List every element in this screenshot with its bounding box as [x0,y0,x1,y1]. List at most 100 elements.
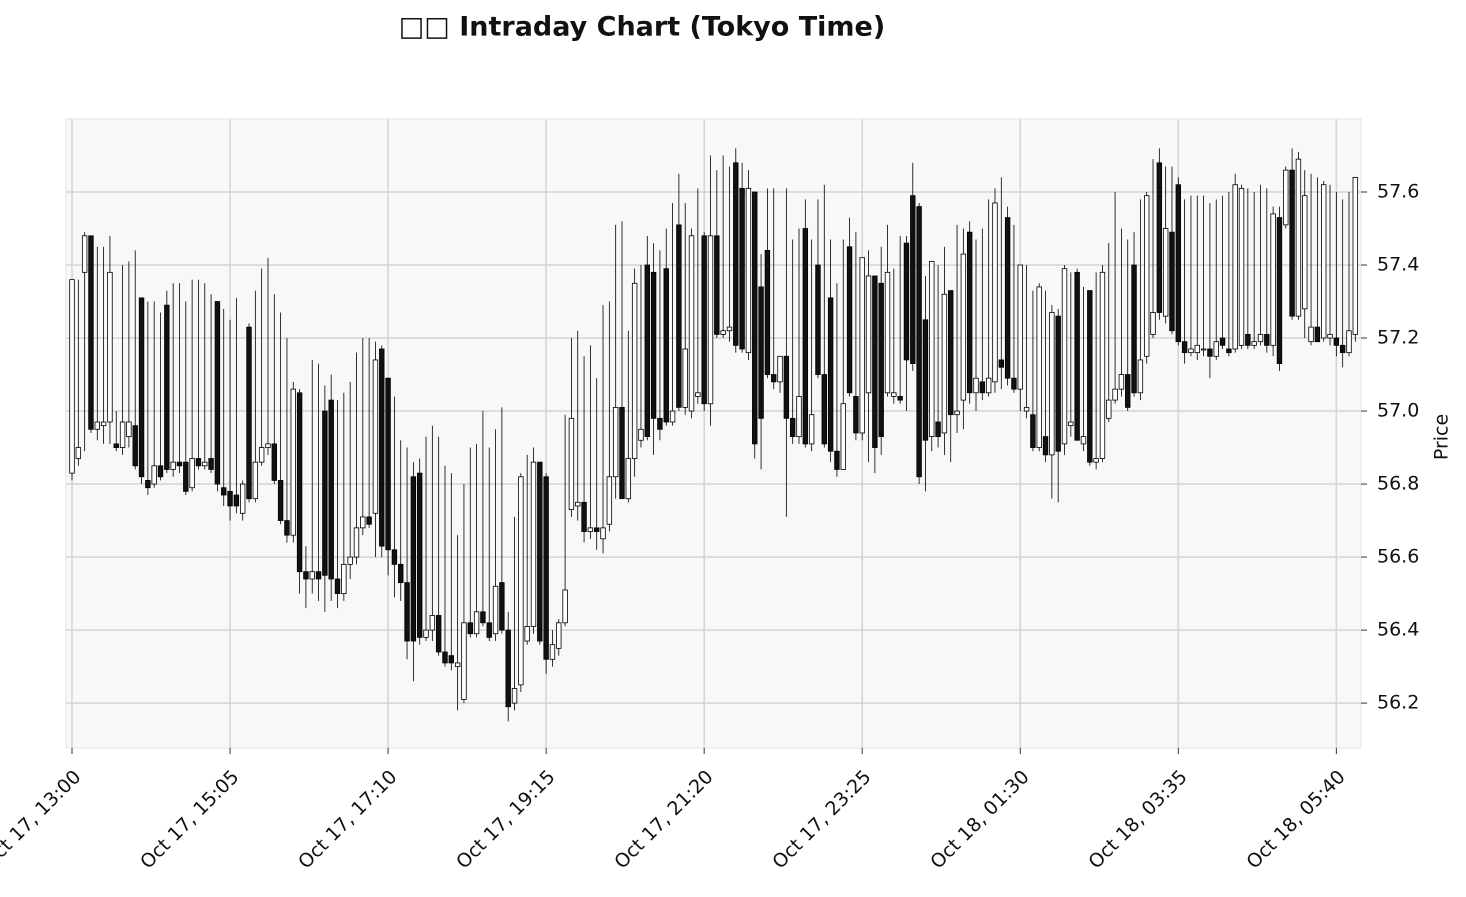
candle-body [537,461,543,642]
candle-body [1143,195,1150,357]
candle-body [846,246,853,394]
candle-body [1270,213,1276,346]
candle-body [783,355,790,419]
candle-body [606,476,613,525]
candle-body [1036,286,1042,448]
candle-body [802,228,809,445]
candle-body [872,275,878,448]
candle-body [246,326,252,500]
candle-body [1030,414,1036,448]
x-tick-label: Oct 18, 01:30 [926,766,1033,873]
candle-body [145,480,151,489]
y-tick-label: 57.2 [1377,327,1419,349]
candle-body [379,348,385,547]
candle-body [360,516,366,529]
candle-body [448,655,455,664]
y-tick-label: 57.0 [1377,400,1419,422]
candle-body [638,428,644,441]
candle-body [492,585,499,635]
candle-body [435,615,442,653]
candle-body [998,359,1004,368]
candle-body [1289,169,1295,317]
candle-body [1011,377,1017,390]
candle-body [1156,162,1163,313]
candle-body [1346,330,1352,354]
x-tick-label: Oct 17, 19:15 [452,766,559,873]
candle-body [745,187,752,354]
candle-body [454,662,461,667]
candle-body [733,162,739,346]
candle-body [701,235,707,405]
candle-body [771,374,777,383]
candle-body [132,425,138,467]
candle-body [1169,231,1175,332]
y-tick-label: 56.4 [1377,619,1419,641]
candle-body [347,556,353,565]
candle-body [714,235,720,335]
candle-body [992,202,998,383]
candle-body [81,235,88,273]
candle-body [897,396,903,401]
candle-body [183,461,189,492]
candle-body [1207,348,1213,357]
candle-body [682,348,688,408]
candle-body [239,483,246,514]
candle-body [1264,333,1270,346]
candle-body [587,527,594,532]
candle-body [821,374,827,445]
candle-body [1175,184,1182,343]
candle-body [1080,436,1087,445]
candle-body [505,629,511,708]
candle-body [208,458,214,470]
candle-body [1181,341,1188,354]
y-tick-label: 57.4 [1377,254,1419,276]
candle-body [941,293,948,434]
candle-body [556,622,562,649]
candle-body [676,224,682,408]
y-tick-label: 56.6 [1377,546,1419,568]
candle-body [1219,337,1226,346]
candle-body [126,421,132,438]
x-tick-label: Oct 17, 23:25 [768,766,875,873]
candle-body [138,297,145,478]
candle-body [960,253,967,401]
candle-body [391,549,398,565]
y-tick-label: 56.8 [1377,473,1419,495]
candle-body [524,626,530,642]
candle-body [916,206,922,478]
candle-body [1004,217,1011,379]
chart-title: □□ Intraday Chart (Tokyo Time) [399,12,885,43]
candle-body [366,516,372,525]
candle-body [1042,436,1049,456]
candle-body [202,461,208,467]
candle-body [891,392,897,397]
candle-body [1321,184,1327,339]
candle-body [1333,337,1340,346]
candle-body [530,461,537,627]
candle-body [777,355,783,383]
candle-body [353,527,360,558]
candle-body [575,501,581,507]
candle-body [568,417,575,511]
candle-body [1213,341,1219,357]
candle-body [985,377,992,394]
candle-body [1061,268,1068,445]
candle-body [372,359,379,514]
candle-body [1074,271,1080,441]
candle-body [853,396,859,434]
candle-body [1106,399,1112,419]
candle-body [1302,195,1308,310]
candle-body [695,392,701,397]
candle-body [619,406,625,500]
candle-body [808,414,815,445]
candle-body [1068,421,1074,427]
candle-body [1295,158,1302,317]
candle-body [1137,359,1144,394]
candle-body [170,461,176,470]
candle-body [562,589,568,624]
candle-body [1238,187,1245,346]
candle-body [720,330,726,335]
candle-body [1232,184,1238,350]
candle-body [859,257,865,434]
candle-body [480,611,486,624]
